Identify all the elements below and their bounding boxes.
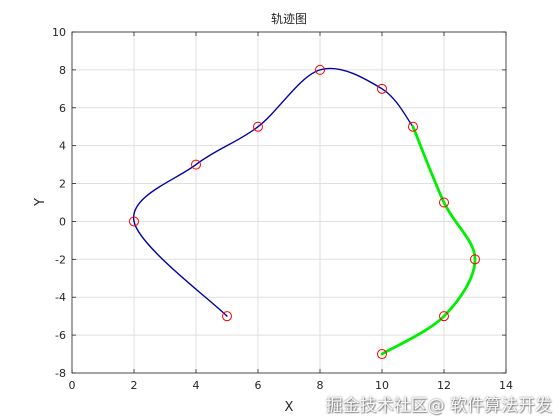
y-tick-label: 4	[59, 140, 66, 153]
trajectory-series-1	[133, 67, 414, 317]
y-tick-label: -6	[55, 329, 66, 342]
y-tick-label: 0	[59, 215, 66, 228]
y-tick-label: 8	[59, 64, 66, 77]
x-tick-label: 4	[193, 379, 200, 392]
y-tick-label: -2	[55, 253, 66, 266]
x-tick-label: 10	[375, 379, 389, 392]
trajectory-series-2	[380, 125, 477, 356]
y-tick-label: 6	[59, 102, 66, 115]
waypoint-marker	[129, 216, 139, 227]
x-tick-label: 12	[437, 379, 451, 392]
waypoint-marker	[408, 121, 418, 132]
waypoint-marker	[377, 349, 387, 360]
waypoint-marker	[315, 64, 325, 75]
waypoint-marker	[439, 197, 449, 208]
y-axis-label: Y	[33, 198, 48, 207]
y-tick-label: 2	[59, 178, 66, 191]
x-tick-label: 8	[317, 379, 324, 392]
x-tick-label: 2	[131, 379, 138, 392]
watermark: 掘金技术社区@ 软件算法开发	[325, 396, 552, 416]
plot-area	[72, 32, 506, 373]
y-tick-label: -8	[55, 367, 66, 380]
x-tick-label: 0	[69, 379, 76, 392]
chart-title: 轨迹图	[271, 12, 307, 26]
y-tick-label: 10	[52, 26, 66, 39]
x-axis-label: X	[285, 400, 294, 415]
waypoint-marker	[377, 83, 387, 94]
waypoint-marker	[439, 311, 449, 322]
waypoint-markers	[129, 64, 480, 360]
axis-ticks: 0 2 4 6 8 10 12 14 -8 -6 -4 -2 0 2 4 6 8 10	[52, 26, 513, 392]
waypoint-marker	[191, 159, 201, 170]
waypoint-marker	[253, 121, 263, 132]
axes-box	[71, 31, 507, 374]
waypoint-marker	[470, 254, 480, 265]
y-tick-label: -4	[55, 291, 66, 304]
waypoint-marker	[222, 311, 232, 322]
x-tick-label: 6	[255, 379, 262, 392]
trajectory-curves	[133, 67, 477, 356]
x-tick-label: 14	[499, 379, 513, 392]
